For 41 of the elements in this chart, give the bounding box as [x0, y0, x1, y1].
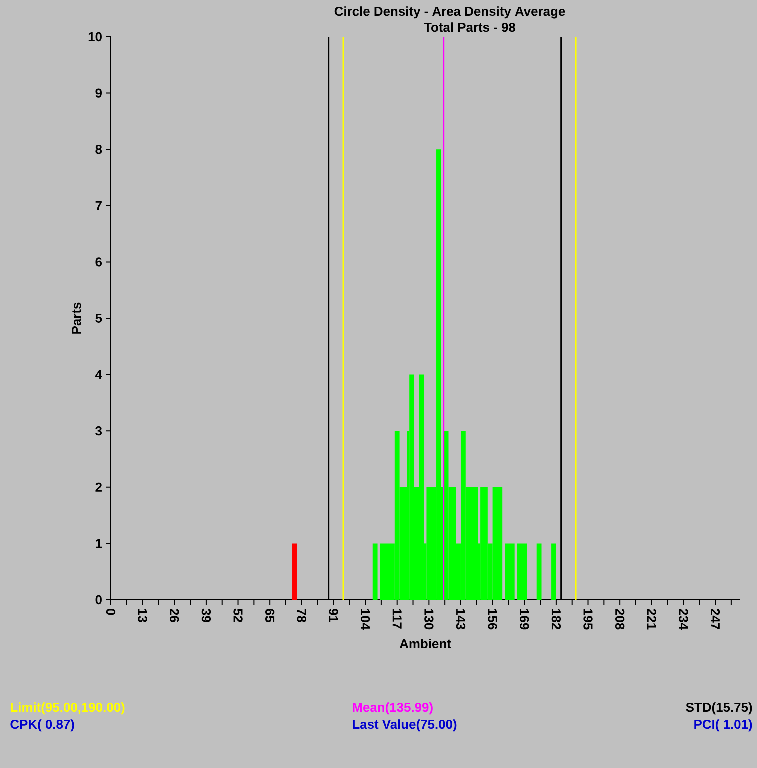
y-tick-label: 1: [96, 539, 102, 548]
x-tick-label: 78: [297, 609, 306, 623]
x-tick-label: 247: [711, 608, 720, 630]
x-tick-label: 104: [360, 609, 370, 630]
text: PCI( 1.01): [694, 720, 752, 732]
x-tick-label: 221: [647, 608, 656, 630]
x-tick-label: 234: [679, 608, 688, 630]
x-tick-label: 182: [552, 609, 562, 630]
y-tick-label: 4: [95, 370, 102, 380]
x-tick-label: 117: [392, 609, 402, 629]
x-tick-label: 156: [488, 609, 498, 630]
x-axis-title: Ambient: [400, 638, 452, 648]
x-tick-label: 65: [266, 608, 275, 623]
x-tick-label: 143: [456, 609, 466, 630]
y-tick-label: 0: [96, 595, 102, 605]
x-tick-label: 208: [615, 608, 625, 630]
y-tick-label: 5: [96, 314, 102, 324]
y-tick-label: 3: [96, 426, 102, 436]
x-tick-label: 169: [520, 609, 530, 630]
y-tick-label: 6: [96, 258, 102, 267]
x-tick-label: 39: [202, 608, 212, 622]
x-tick-label: 130: [424, 609, 434, 630]
y-tick-label: 2: [96, 482, 102, 492]
text: Limit(95.00,190.00): [11, 702, 125, 715]
x-tick-label: 91: [329, 608, 338, 623]
text: STD(15.75): [686, 702, 752, 715]
x-tick-label: 52: [234, 608, 243, 622]
text: Mean(135.99): [353, 702, 433, 715]
x-tick-label: 26: [170, 608, 180, 622]
y-axis-title: Parts: [72, 302, 82, 334]
y-tick-label: 10: [88, 32, 102, 42]
x-tick-label: 195: [584, 609, 593, 630]
y-tick-label: 8: [96, 145, 102, 154]
text: CPK( 0.87): [10, 720, 74, 732]
text: Last Value(75.00): [353, 720, 457, 732]
x-tick-label: 0: [106, 609, 116, 616]
chart-title: Circle Density - Area Density Average: [334, 6, 566, 19]
y-tick-label: 7: [96, 201, 102, 210]
y-tick-label: 9: [96, 88, 102, 98]
x-tick-label: 13: [138, 609, 148, 622]
chart-subtitle: Total Parts - 98: [424, 22, 516, 32]
